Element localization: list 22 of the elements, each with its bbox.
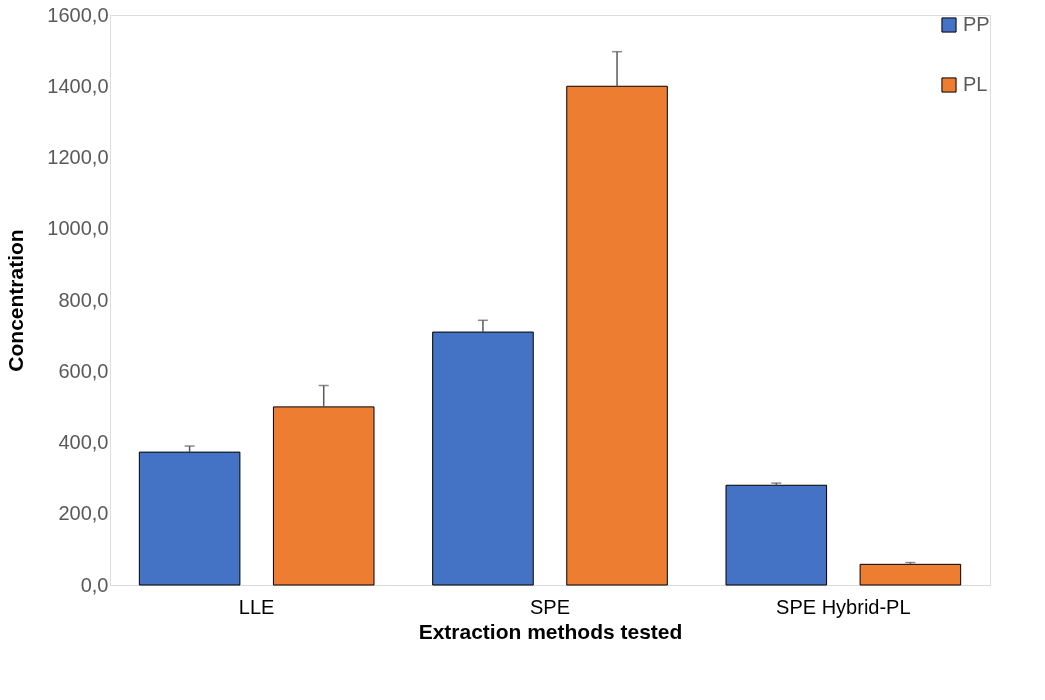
y-tick-label: 1000,0 (47, 217, 109, 240)
x-tick-label: SPE (529, 595, 571, 618)
x-tick-label: LLE (238, 595, 275, 618)
y-tick-label: 400,0 (58, 431, 109, 453)
bar (725, 484, 828, 586)
x-tick-label: SPE Hybrid-PL (776, 595, 911, 618)
y-tick-label: 1200,0 (47, 146, 109, 168)
y-tick-label: 1600,0 (47, 3, 109, 26)
x-axis-title: Extraction methods tested (418, 619, 683, 643)
bar (859, 563, 962, 586)
y-tick-label: 0,0 (80, 573, 109, 596)
bar (566, 85, 668, 586)
y-tick-label: 1400,0 (47, 74, 109, 97)
bar (432, 331, 534, 586)
bar (272, 406, 375, 586)
legend-label: PL (963, 73, 988, 95)
y-tick-label: 200,0 (58, 502, 109, 525)
y-axis-title: Concentration (4, 229, 28, 372)
bar (138, 451, 241, 586)
y-tick-label: 600,0 (58, 359, 109, 382)
legend-label: PP (963, 13, 990, 35)
y-tick-label: 800,0 (58, 288, 109, 311)
